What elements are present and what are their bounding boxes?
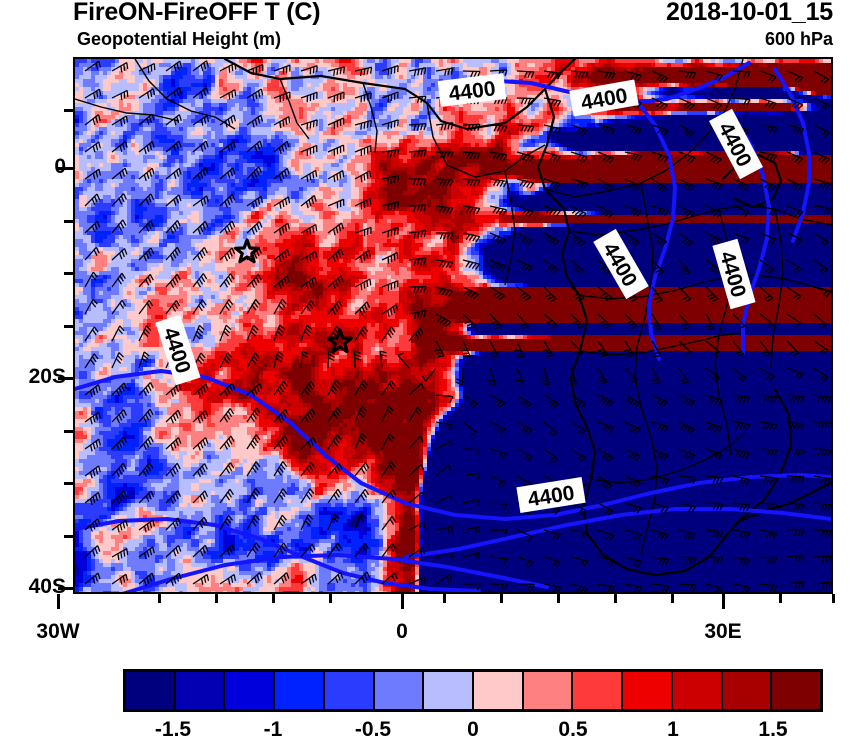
colorbar-ticklabel-4: 0.5 — [558, 718, 588, 741]
x-axis-label-1: 0 — [396, 620, 408, 643]
x-axis-label-2: 30E — [704, 620, 742, 643]
y-axis-label-0: 0 — [0, 155, 66, 179]
y-axis-minor-tick-3 — [64, 325, 73, 328]
x-axis-minor-tick-6 — [557, 594, 560, 603]
figure-title-left: FireON-FireOFF T (C) — [73, 0, 321, 26]
star-marker-1 — [327, 328, 353, 354]
colorbar-ticklabel-6: 1.5 — [758, 718, 788, 741]
map-plot-area: 4400 4400 4400 4400 4400 4400 4400 — [73, 57, 833, 594]
y-axis-label-1: 20S — [28, 365, 66, 388]
colorbar-ticklabel-0: -1.5 — [154, 718, 192, 741]
colorbar-ticklabel-2: -0.5 — [354, 718, 392, 741]
y-axis-minor-tick-2 — [64, 272, 73, 275]
colorbar-ticklabel-1: -1 — [263, 718, 283, 741]
y-axis-label-2: 40S — [28, 575, 66, 598]
x-axis-minor-tick-9 — [779, 594, 782, 603]
contour-label-0: 4400 — [437, 73, 507, 107]
x-axis-minor-tick-5 — [500, 594, 503, 603]
x-axis-minor-tick-4 — [443, 594, 446, 603]
colorbar-segment-8 — [523, 672, 574, 709]
y-axis-minor-tick-6 — [64, 535, 73, 538]
x-axis-minor-tick-2 — [272, 594, 275, 603]
colorbar-segment-10 — [623, 672, 673, 709]
figure-subtitle-right: 600 hPa — [764, 29, 833, 49]
wind-barb-field — [84, 60, 831, 592]
x-axis-major-tick-0 — [57, 594, 60, 609]
colorbar — [123, 669, 823, 712]
colorbar-segment-6 — [424, 672, 475, 709]
y-axis-minor-tick-1 — [64, 220, 73, 223]
y-axis-major-tick-0 — [58, 167, 73, 170]
x-axis-minor-tick-8 — [671, 594, 674, 603]
x-axis-minor-tick-10 — [832, 594, 835, 603]
colorbar-segment-9 — [573, 672, 624, 709]
x-axis-minor-tick-3 — [329, 594, 332, 603]
colorbar-segment-0 — [126, 672, 176, 709]
y-axis-minor-tick-5 — [64, 482, 73, 485]
y-axis-major-tick-2 — [58, 587, 73, 590]
star-marker-0 — [234, 238, 260, 264]
y-axis-minor-tick-0 — [64, 109, 73, 112]
colorbar-segment-4 — [324, 672, 375, 709]
colorbar-segment-13 — [772, 672, 821, 709]
geopotential-contours — [75, 61, 831, 592]
x-axis-minor-tick-7 — [614, 594, 617, 603]
y-axis-major-tick-1 — [58, 377, 73, 380]
station-markers — [234, 238, 353, 354]
x-axis-major-tick-2 — [722, 594, 725, 609]
colorbar-segment-1 — [175, 672, 226, 709]
figure-subtitle-left: Geopotential Height (m) — [77, 29, 281, 49]
x-axis-minor-tick-0 — [158, 594, 161, 603]
colorbar-segment-11 — [672, 672, 723, 709]
x-axis-minor-tick-1 — [215, 594, 218, 603]
colorbar-segment-12 — [722, 672, 773, 709]
x-axis-label-0: 30W — [36, 620, 80, 643]
colorbar-ticklabel-3: 0 — [467, 718, 479, 741]
x-axis-major-tick-1 — [401, 594, 404, 609]
colorbar-segment-5 — [374, 672, 425, 709]
colorbar-segment-3 — [275, 672, 325, 709]
y-axis-minor-tick-4 — [64, 430, 73, 433]
colorbar-segment-7 — [474, 672, 524, 709]
colorbar-segment-2 — [225, 672, 276, 709]
colorbar-ticklabel-5: 1 — [667, 718, 679, 741]
figure-title-right: 2018-10-01_15 — [666, 0, 833, 26]
temperature-anomaly-shading — [75, 59, 831, 592]
